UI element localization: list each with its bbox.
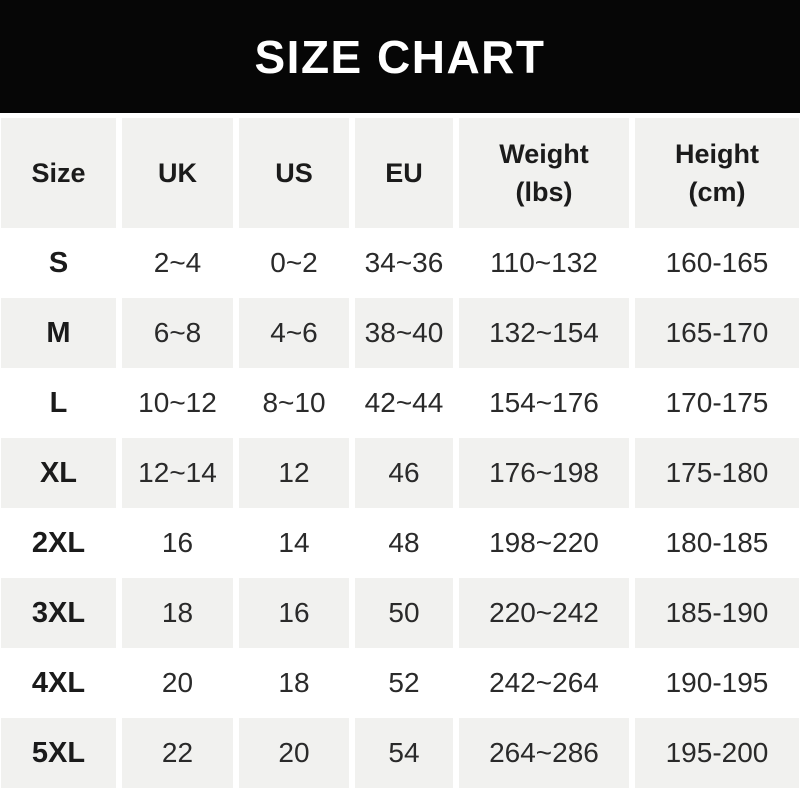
column-header-unit: (lbs)	[515, 177, 573, 207]
cell-3xl-eu: 50	[355, 578, 453, 648]
cell-4xl-uk: 20	[122, 648, 233, 718]
cell-xl-weight: 176~198	[459, 438, 629, 508]
cell-xl-height: 175-180	[635, 438, 799, 508]
cell-4xl-size: 4XL	[1, 648, 116, 718]
size-table: Size UK US EU Weight (lbs) Height (cm) S 2~4 0~2 34…	[0, 118, 800, 788]
cell-3xl-uk: 18	[122, 578, 233, 648]
column-header-size: Size	[1, 118, 116, 228]
column-header-height: Height (cm)	[635, 118, 799, 228]
cell-2xl-size: 2XL	[1, 508, 116, 578]
cell-m-weight: 132~154	[459, 298, 629, 368]
column-header-uk: UK	[122, 118, 233, 228]
cell-5xl-height: 195-200	[635, 718, 799, 788]
column-header-label: Weight	[499, 138, 589, 169]
cell-m-us: 4~6	[239, 298, 349, 368]
column-header-label: UK	[158, 157, 197, 188]
cell-2xl-uk: 16	[122, 508, 233, 578]
cell-l-height: 170-175	[635, 368, 799, 438]
cell-s-weight: 110~132	[459, 228, 629, 298]
cell-2xl-weight: 198~220	[459, 508, 629, 578]
cell-2xl-us: 14	[239, 508, 349, 578]
cell-s-height: 160-165	[635, 228, 799, 298]
cell-5xl-weight: 264~286	[459, 718, 629, 788]
column-header-label: Height	[675, 138, 759, 169]
column-header-eu: EU	[355, 118, 453, 228]
cell-s-size: S	[1, 228, 116, 298]
cell-5xl-us: 20	[239, 718, 349, 788]
size-chart-banner: SIZE CHART	[0, 0, 800, 113]
cell-xl-uk: 12~14	[122, 438, 233, 508]
cell-5xl-size: 5XL	[1, 718, 116, 788]
cell-4xl-us: 18	[239, 648, 349, 718]
cell-l-eu: 42~44	[355, 368, 453, 438]
cell-m-size: M	[1, 298, 116, 368]
cell-5xl-eu: 54	[355, 718, 453, 788]
cell-xl-size: XL	[1, 438, 116, 508]
cell-3xl-height: 185-190	[635, 578, 799, 648]
cell-s-us: 0~2	[239, 228, 349, 298]
column-header-label: EU	[385, 157, 423, 188]
cell-l-size: L	[1, 368, 116, 438]
cell-m-eu: 38~40	[355, 298, 453, 368]
column-header-label: US	[275, 157, 313, 188]
cell-4xl-weight: 242~264	[459, 648, 629, 718]
cell-5xl-uk: 22	[122, 718, 233, 788]
cell-xl-eu: 46	[355, 438, 453, 508]
cell-3xl-us: 16	[239, 578, 349, 648]
column-header-label: Size	[31, 157, 86, 188]
cell-4xl-eu: 52	[355, 648, 453, 718]
cell-3xl-size: 3XL	[1, 578, 116, 648]
page-title: SIZE CHART	[254, 30, 546, 83]
cell-s-uk: 2~4	[122, 228, 233, 298]
cell-m-height: 165-170	[635, 298, 799, 368]
column-header-us: US	[239, 118, 349, 228]
column-header-unit: (cm)	[688, 177, 746, 207]
cell-2xl-height: 180-185	[635, 508, 799, 578]
column-header-weight: Weight (lbs)	[459, 118, 629, 228]
cell-s-eu: 34~36	[355, 228, 453, 298]
cell-xl-us: 12	[239, 438, 349, 508]
cell-l-uk: 10~12	[122, 368, 233, 438]
cell-4xl-height: 190-195	[635, 648, 799, 718]
cell-l-weight: 154~176	[459, 368, 629, 438]
cell-l-us: 8~10	[239, 368, 349, 438]
cell-m-uk: 6~8	[122, 298, 233, 368]
cell-2xl-eu: 48	[355, 508, 453, 578]
cell-3xl-weight: 220~242	[459, 578, 629, 648]
